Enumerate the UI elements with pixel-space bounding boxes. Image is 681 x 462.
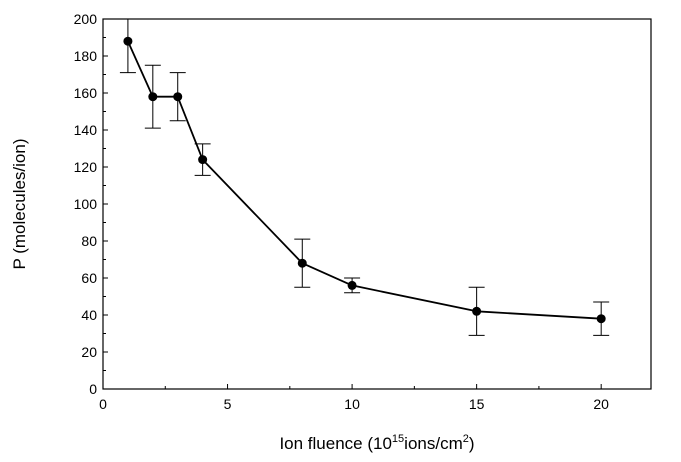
data-point [297,258,307,268]
plot-frame [102,18,652,390]
data-point [173,92,183,102]
x-axis-title-prefix: Ion fluence (10 [279,434,391,453]
y-tick-label: 80 [81,233,97,249]
data-point [198,155,208,165]
y-tick-label: 40 [81,307,97,323]
series-line [127,40,602,320]
error-bar [119,18,136,74]
x-axis-title-middle: ions/cm [404,434,463,453]
x-axis-title-exponent: 15 [392,433,404,445]
y-tick-label: 140 [74,122,98,138]
x-tick-label: 0 [99,396,107,412]
y-tick-label: 120 [74,159,98,175]
x-tick-label: 10 [344,396,360,412]
y-tick-label: 180 [74,48,98,64]
y-tick-label: 100 [74,196,98,212]
data-point [123,36,133,46]
x-tick-label: 5 [224,396,232,412]
y-tick-label: 0 [89,381,97,397]
x-tick-label: 15 [469,396,485,412]
x-axis-title: Ion fluence (1015ions/cm2) [279,433,474,453]
y-tick-label: 160 [74,85,98,101]
x-axis-title-suffix: ) [469,434,475,453]
y-tick-label: 60 [81,270,97,286]
y-tick-label: 20 [81,344,97,360]
data-point [148,92,158,102]
plot-area: 0 20 40 60 80 100 120 140 160 180 200 0 5 10 15 20 [74,11,652,412]
data-point [347,280,357,290]
data-point [472,306,482,316]
y-tick-label: 200 [74,11,98,27]
y-axis-title: P (molecules/ion) [10,138,29,269]
data-point [596,314,606,324]
x-tick-label: 20 [593,396,609,412]
x-axis-title-unit-exponent: 2 [463,433,469,445]
